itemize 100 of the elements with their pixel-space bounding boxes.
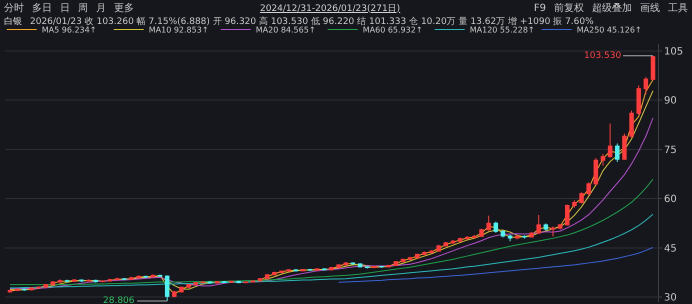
text: 日 [60, 2, 70, 15]
legend-label: MA10 92.853↑ [148, 26, 209, 35]
candlestick [508, 234, 512, 242]
candlestick [558, 223, 562, 230]
candlestick [72, 278, 77, 282]
text: 超级叠加 [592, 2, 632, 15]
candlestick [114, 277, 120, 281]
candlestick [650, 55, 656, 80]
candlestick [122, 278, 127, 281]
legend-label: MA20 84.565↑ [256, 26, 316, 35]
candlestick [194, 281, 198, 286]
candlestick [279, 270, 284, 274]
candlestick [186, 283, 191, 288]
candlestick [79, 278, 84, 282]
candlestick [29, 286, 34, 292]
candlestick [479, 228, 484, 238]
candlestick [544, 223, 548, 232]
y-tick-label: 90 [664, 96, 677, 107]
legend-label: MA120 55.228↑ [470, 26, 535, 35]
y-tick-label: 45 [664, 243, 677, 254]
candlestick [494, 221, 498, 234]
candlestick [336, 264, 341, 268]
candlestick [164, 274, 170, 302]
candlestick [179, 286, 184, 293]
legend-label: MA5 96.234↑ [42, 26, 96, 35]
candlestick [422, 250, 427, 256]
y-tick-label: 105 [664, 46, 684, 58]
annotation: 28.806 [103, 296, 135, 304]
candlestick [14, 288, 20, 292]
candlestick [64, 279, 70, 283]
line-series [10, 178, 654, 286]
candlestick [436, 244, 441, 252]
candlestick [472, 234, 477, 240]
candlestick [486, 215, 491, 232]
candlestick [258, 278, 262, 282]
candlestick [644, 76, 648, 95]
candlestick [450, 239, 456, 244]
text: 画线 [640, 2, 660, 15]
candlestick [572, 200, 577, 208]
candlestick [344, 261, 348, 266]
candlestick [108, 278, 112, 282]
candlestick [22, 288, 27, 292]
candlestick [629, 110, 634, 138]
text: F9 [534, 2, 546, 14]
legend-label: MA60 65.932↑ [362, 26, 423, 35]
candlestick [394, 260, 398, 266]
candlestick [444, 241, 448, 248]
candlestick [622, 133, 627, 160]
candlestick [8, 289, 12, 293]
chart-subtitle: 2026/01/23 收 103.260 幅 7.15%(6.888) 开 96.320 高 103.530 低 96.220 结 101.333 仓 10.20万 量 13.62万 增 +1090 振 7.60% [30, 16, 594, 27]
candlestick [172, 290, 177, 298]
text: 周 [78, 2, 88, 15]
line-series [10, 214, 654, 288]
text: 前复权 [554, 2, 584, 15]
annotation: 103.530 [584, 51, 622, 61]
candlestick [586, 182, 591, 196]
candlestick [129, 276, 134, 280]
text: 更多 [114, 2, 134, 15]
line-series [338, 246, 654, 283]
candlestick [300, 268, 306, 272]
candlestick [214, 280, 220, 284]
candlestick [550, 226, 556, 237]
candlestick [408, 256, 412, 260]
candlestick [565, 204, 570, 226]
y-tick-label: 60 [664, 194, 677, 206]
candlestick [36, 286, 41, 290]
candlestick [43, 283, 48, 288]
text: 多日 [32, 2, 52, 15]
candlestick [600, 153, 606, 166]
text: 2024/12/31-2026/01/23(271日) [260, 2, 400, 14]
candlestick [358, 262, 362, 268]
candlestick [636, 84, 641, 116]
text: 月 [96, 2, 106, 15]
candlestick [229, 280, 234, 284]
candlestick [529, 232, 534, 238]
candlestick [379, 265, 384, 268]
candlestick [272, 271, 277, 276]
legend-label: MA250 45.126↑ [576, 26, 642, 35]
candlestick [515, 234, 520, 240]
candlestick [608, 122, 612, 158]
text: 分时 [4, 2, 24, 15]
candlestick [579, 192, 584, 204]
candlestick [458, 237, 462, 242]
candlestick [386, 264, 391, 268]
candlestick [615, 142, 620, 162]
candlestick [500, 230, 506, 238]
candlestick [429, 250, 434, 254]
text: 工具 [668, 2, 688, 15]
y-tick-label: 30 [664, 292, 677, 304]
chart-title: 白银 [4, 16, 22, 28]
candlestick [536, 214, 541, 234]
candlestick [294, 268, 298, 272]
candlestick [50, 280, 56, 286]
candlestick [222, 280, 227, 284]
candlestick [208, 280, 212, 284]
candlestick [58, 278, 62, 284]
candlestick [329, 266, 334, 271]
candlestick [322, 268, 327, 271]
y-tick-label: 75 [664, 144, 677, 156]
candlestick [594, 158, 598, 186]
